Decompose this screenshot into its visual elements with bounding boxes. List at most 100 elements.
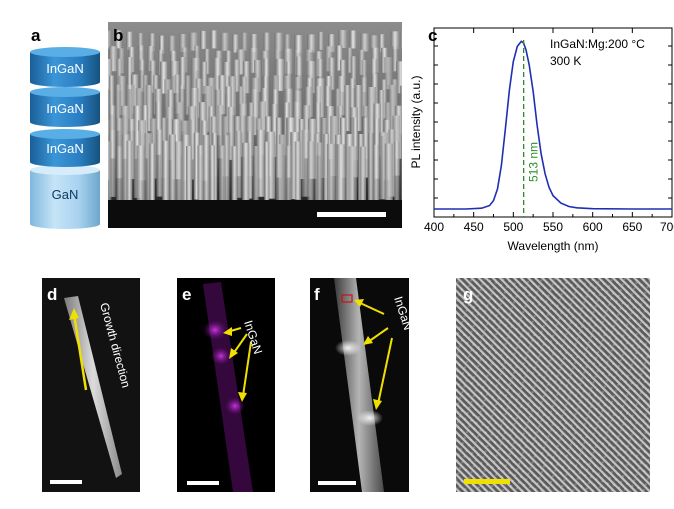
nanowire xyxy=(169,134,176,202)
growth-arrow xyxy=(72,313,88,391)
nanowire xyxy=(233,59,240,92)
nanowire xyxy=(209,145,215,207)
nanowire-map xyxy=(203,282,253,492)
x-ticks: 400 450 500 550 600 650 700 xyxy=(424,28,674,234)
nanowire xyxy=(108,141,112,203)
nanowire xyxy=(201,61,207,94)
edx-map-image: InGaN xyxy=(177,278,275,492)
nanowire xyxy=(264,141,270,203)
nanowire xyxy=(326,143,336,206)
nanowire xyxy=(108,59,112,91)
nanowire xyxy=(383,57,393,90)
selected-region-box xyxy=(341,294,353,303)
ingan-label-1: InGaN xyxy=(46,61,84,76)
nanowire xyxy=(266,131,276,199)
x-tick-label: 400 xyxy=(424,220,444,234)
scale-bar-e xyxy=(187,481,219,485)
nanowire xyxy=(247,131,253,199)
nanowire xyxy=(307,34,316,53)
nanowire xyxy=(204,48,210,74)
nanowire xyxy=(263,32,270,51)
nanowire xyxy=(174,74,180,114)
annotation-sample: InGaN:Mg:200 °C xyxy=(550,37,645,51)
ingan-label-3: InGaN xyxy=(46,141,84,156)
nanowire xyxy=(125,84,135,131)
nanowire xyxy=(284,34,291,53)
nanowire xyxy=(197,145,204,207)
nanowire xyxy=(127,57,133,89)
nanowire xyxy=(328,34,335,53)
nanowire xyxy=(400,30,402,49)
nanowire xyxy=(179,34,187,52)
nanowire xyxy=(108,30,112,49)
nanowire xyxy=(360,146,366,208)
nanowire xyxy=(396,61,402,94)
nanowire xyxy=(349,78,356,118)
nanowire xyxy=(126,31,133,50)
x-tick-label: 550 xyxy=(543,220,563,234)
nanowire xyxy=(336,144,346,206)
layer-stack-schematic: InGaN InGaN InGaN GaN xyxy=(30,47,100,229)
stem-image: InGaN xyxy=(310,278,409,492)
panel-label-e: e xyxy=(182,285,192,304)
nanowire xyxy=(115,84,121,131)
nanowire xyxy=(367,87,376,133)
scale-bar-f xyxy=(318,481,356,485)
nanowire xyxy=(361,60,367,92)
ingan-layer-1 xyxy=(30,47,100,87)
hrtem-lattice-image xyxy=(456,278,650,492)
nanowire xyxy=(349,30,357,49)
nanowire xyxy=(350,56,357,89)
panel-label-b: b xyxy=(113,26,124,45)
nanowire xyxy=(220,32,229,51)
nanowire xyxy=(156,129,163,197)
nanowire xyxy=(121,105,130,159)
nanowire xyxy=(114,30,122,49)
nanowire xyxy=(236,49,246,75)
nanowire xyxy=(189,32,198,51)
nanowire xyxy=(318,31,324,50)
nanowire xyxy=(149,33,155,52)
nanowire-texture xyxy=(108,30,402,208)
pl-spectrum-line xyxy=(434,40,672,210)
nanowire xyxy=(139,59,145,92)
nanowire xyxy=(121,134,131,202)
nanowire xyxy=(228,76,237,116)
nanowire xyxy=(231,146,238,208)
nanowire xyxy=(217,105,224,159)
nanowire xyxy=(253,146,259,208)
nanowire xyxy=(285,145,292,208)
nanowire xyxy=(200,30,207,49)
nanowire xyxy=(242,142,250,205)
nanowire xyxy=(149,143,155,205)
nanowire xyxy=(162,140,170,203)
nanowire xyxy=(354,85,362,131)
nanowire xyxy=(193,132,200,200)
nanowire xyxy=(227,106,235,160)
nanowire xyxy=(274,32,283,51)
nanowire xyxy=(190,119,196,180)
nanowire xyxy=(232,34,239,53)
nanowire xyxy=(263,58,269,91)
nanowire xyxy=(155,101,162,155)
nanowire xyxy=(400,134,402,202)
nanowire xyxy=(283,48,293,74)
nanowire xyxy=(392,46,398,72)
nanowire xyxy=(108,89,110,135)
nanowire xyxy=(195,78,202,118)
nanowire xyxy=(258,101,266,155)
nanowire xyxy=(137,33,144,51)
nanowire xyxy=(218,75,226,115)
nanowire xyxy=(181,134,191,202)
panel-label-d: d xyxy=(47,285,58,304)
nanowire xyxy=(306,61,316,94)
nanowire xyxy=(109,75,115,115)
nanowire xyxy=(147,46,155,71)
nanowire xyxy=(337,76,346,116)
nanowire xyxy=(254,59,262,92)
ingan-spot-1 xyxy=(203,320,227,340)
nanowire-stem xyxy=(334,278,384,492)
x-tick-label: 600 xyxy=(583,220,603,234)
scale-bar-d xyxy=(50,480,82,484)
nanowire xyxy=(390,31,400,50)
